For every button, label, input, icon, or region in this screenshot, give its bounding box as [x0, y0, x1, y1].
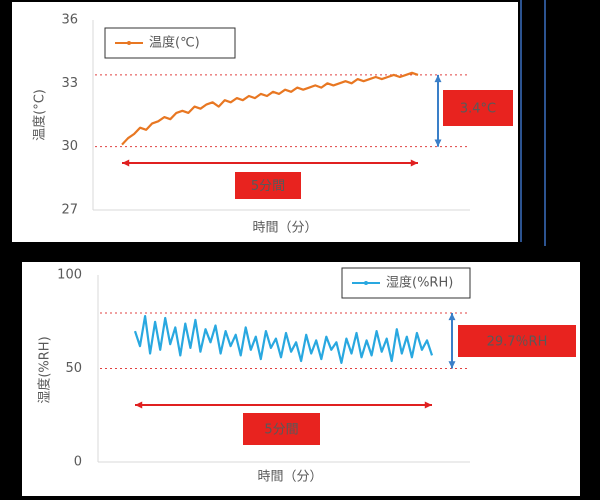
legend-label: 湿度(%RH): [386, 275, 453, 291]
arrow-head: [122, 159, 130, 167]
y-tick-label: 50: [65, 361, 82, 376]
annotation-box: [243, 413, 320, 445]
annotation: 29.7％RH: [487, 335, 548, 350]
annotation-box: [235, 172, 301, 199]
y-tick-label: 0: [74, 455, 82, 470]
annotation: 5分間: [251, 179, 285, 194]
data-line: [133, 315, 434, 364]
data-line: [121, 71, 419, 146]
y-tick-label: 100: [57, 268, 82, 283]
panel: [12, 2, 518, 242]
arrow-head: [424, 401, 432, 409]
x-axis-label: 時間（分）: [252, 221, 317, 236]
y-tick-label: 30: [61, 139, 78, 154]
legend-marker: [127, 41, 131, 45]
x-axis-label: 時間（分）: [257, 470, 322, 485]
legend-label: 温度(℃): [149, 35, 200, 51]
annotation: 3.4°C: [460, 102, 496, 117]
y-tick-label: 27: [61, 203, 78, 218]
arrow-head: [434, 74, 442, 83]
annotation-box: [443, 90, 513, 126]
arrow-head: [448, 361, 456, 369]
legend-marker: [364, 281, 368, 285]
arrow-head: [434, 139, 442, 147]
annotation-box: [458, 325, 576, 357]
y-axis-label: 湿度(%RH): [37, 336, 53, 403]
panel: [22, 262, 580, 496]
y-axis-label: 温度(°C): [32, 89, 48, 141]
arrow-head: [410, 159, 418, 167]
y-tick-label: 36: [61, 13, 78, 28]
arrow-head: [135, 401, 143, 409]
annotation: 5分間: [264, 423, 298, 438]
arrow-head: [448, 312, 456, 321]
y-tick-label: 33: [61, 76, 78, 91]
